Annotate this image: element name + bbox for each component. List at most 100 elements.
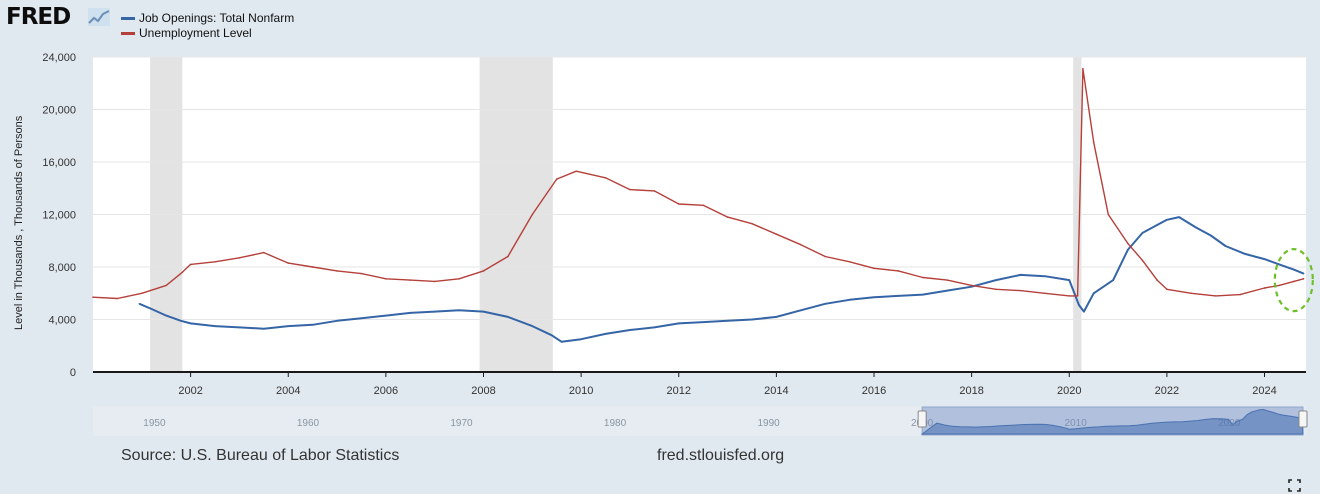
data-point-job-openings [1092, 292, 1095, 295]
data-point-job-openings [1244, 253, 1246, 255]
data-point-job-openings [580, 338, 582, 340]
navigator-tick-label: 1990 [757, 418, 780, 429]
data-point-unemployment [702, 204, 704, 207]
x-tick-label: 2022 [1155, 385, 1179, 397]
data-point-unemployment [1214, 295, 1217, 297]
fullscreen-icon[interactable] [1288, 479, 1301, 492]
legend-label-unemployment: Unemployment Level [139, 26, 252, 40]
navigator-handle-left[interactable] [917, 410, 927, 428]
site-url[interactable]: fred.stlouisfed.org [657, 447, 785, 464]
data-point-unemployment [575, 170, 578, 172]
data-point-unemployment [1044, 292, 1046, 295]
data-point-unemployment [458, 278, 460, 280]
navigator-tick-label: 1980 [604, 418, 627, 429]
data-point-job-openings [702, 321, 704, 323]
data-point-job-openings [897, 295, 900, 297]
navigator-handle-right[interactable] [1298, 410, 1308, 428]
data-point-unemployment [775, 233, 778, 235]
data-point-unemployment [995, 288, 997, 291]
data-point-job-openings [360, 317, 363, 319]
data-point-job-openings [1078, 304, 1080, 306]
data-point-unemployment [189, 263, 192, 266]
data-point-unemployment [1127, 242, 1129, 245]
data-point-job-openings [1210, 234, 1212, 237]
data-point-unemployment [1263, 287, 1266, 289]
data-point-unemployment [751, 222, 753, 225]
source-note: Source: U.S. Bureau of Labor Statistics [121, 447, 400, 464]
data-point-unemployment [181, 271, 184, 274]
navigator-tick-label: 1950 [143, 418, 166, 429]
data-point-job-openings [799, 309, 802, 312]
y-tick-label: 24,000 [42, 52, 76, 64]
data-point-job-openings [873, 296, 875, 298]
x-tick-label: 2012 [667, 385, 691, 397]
data-point-unemployment [116, 297, 119, 300]
data-point-unemployment [1190, 292, 1193, 295]
data-point-unemployment [1068, 295, 1071, 297]
data-point-job-openings [180, 320, 182, 322]
legend-label-job-openings: Job Openings: Total Nonfarm [139, 11, 295, 25]
data-point-job-openings [775, 316, 778, 318]
data-point-job-openings [458, 309, 460, 312]
data-point-job-openings [629, 329, 631, 331]
data-point-job-openings [1302, 272, 1305, 275]
data-point-unemployment [726, 216, 729, 218]
data-point-job-openings [1068, 279, 1071, 281]
data-point-job-openings [1224, 245, 1227, 247]
data-point-job-openings [1178, 216, 1180, 218]
data-point-unemployment [141, 292, 143, 295]
x-tick-label: 2020 [1057, 385, 1081, 397]
data-point-job-openings [189, 322, 192, 325]
data-point-unemployment [385, 278, 387, 280]
data-point-job-openings [409, 312, 412, 314]
data-point-job-openings [824, 302, 826, 305]
data-point-unemployment [1166, 288, 1168, 291]
data-point-job-openings [551, 334, 553, 337]
data-point-job-openings [560, 341, 563, 343]
data-point-unemployment [263, 251, 265, 254]
legend-swatch-job-openings [121, 16, 135, 20]
data-point-job-openings [726, 320, 729, 322]
fred-logo-graph-icon [88, 8, 110, 26]
data-point-unemployment [897, 270, 900, 272]
x-tick-label: 2002 [178, 385, 202, 397]
fred-logo[interactable]: FRED [6, 4, 71, 30]
data-point-unemployment [482, 270, 485, 272]
x-tick-label: 2004 [276, 385, 300, 397]
data-point-job-openings [507, 316, 509, 318]
data-point-job-openings [1044, 275, 1046, 277]
data-point-job-openings [1263, 258, 1266, 260]
data-point-unemployment [555, 178, 558, 180]
data-point-unemployment [1239, 293, 1241, 296]
data-point-job-openings [138, 302, 141, 305]
data-point-job-openings [604, 333, 607, 335]
legend-item-unemployment[interactable]: Unemployment Level [121, 26, 252, 40]
data-point-job-openings [165, 314, 168, 317]
x-tick-label: 2024 [1252, 385, 1276, 397]
data-point-unemployment [1107, 213, 1110, 216]
line-chart[interactable]: 0 4,000 8,000 12,000 16,000 20,000 24,000 2002 2… [0, 40, 1320, 440]
data-point-job-openings [1141, 232, 1144, 234]
data-point-unemployment [1076, 295, 1079, 297]
data-point-job-openings [1127, 249, 1129, 251]
data-point-job-openings [1278, 263, 1280, 266]
y-tick-label: 8,000 [48, 262, 76, 274]
data-point-unemployment [1292, 280, 1295, 283]
data-point-job-openings [751, 318, 753, 321]
x-tick-label: 2018 [959, 385, 983, 397]
y-axis-title: Level in Thousands , Thousands of Person… [13, 115, 25, 330]
data-point-job-openings [970, 285, 973, 288]
data-point-unemployment [1019, 289, 1022, 292]
data-point-job-openings [287, 325, 290, 327]
data-point-job-openings [238, 326, 241, 329]
data-point-job-openings [653, 326, 656, 329]
header: FRED Job Openings: Total Nonfarm Unemplo… [0, 0, 1320, 50]
data-point-unemployment [214, 260, 216, 263]
legend-swatch-unemployment [121, 31, 135, 35]
data-point-unemployment [409, 279, 412, 281]
data-point-job-openings [1083, 310, 1085, 313]
y-tick-label: 16,000 [42, 157, 76, 169]
data-point-job-openings [922, 293, 924, 296]
data-point-job-openings [150, 308, 153, 310]
legend-item-job-openings[interactable]: Job Openings: Total Nonfarm [121, 11, 294, 25]
